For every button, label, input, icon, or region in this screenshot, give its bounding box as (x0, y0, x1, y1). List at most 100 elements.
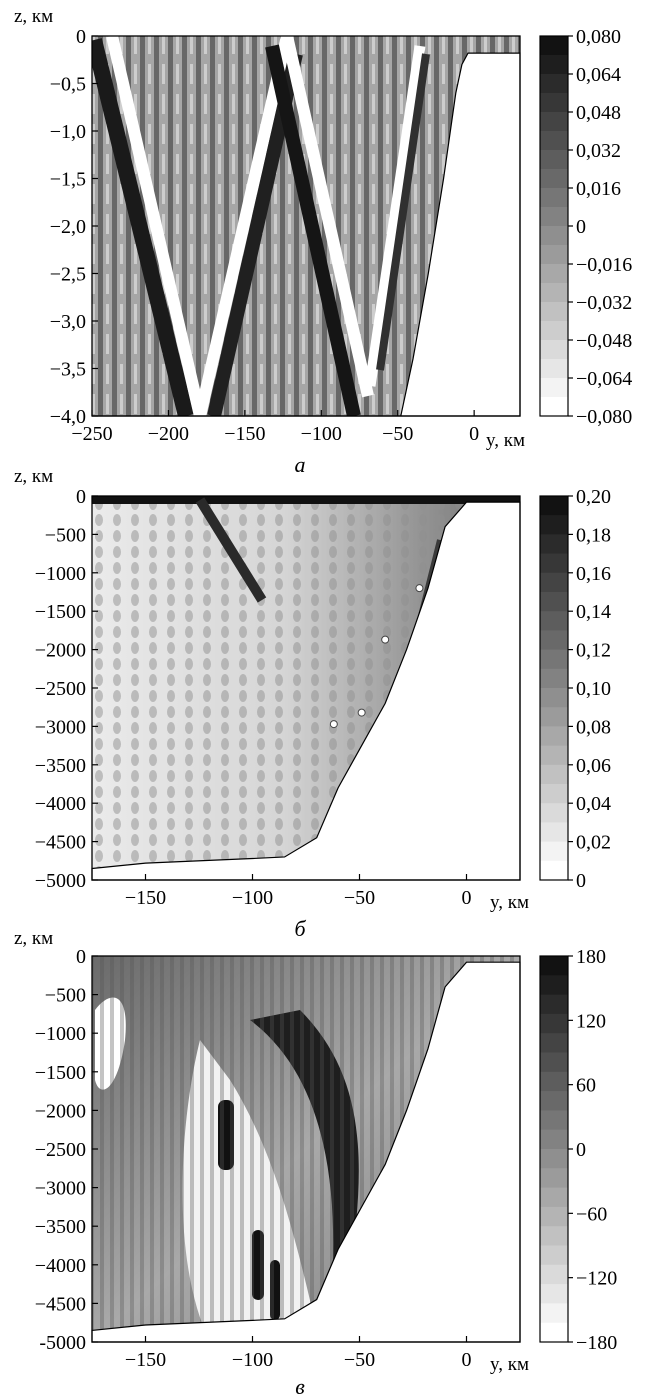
colorbar-segment (540, 822, 568, 843)
y-tick-label: −3,0 (50, 311, 86, 333)
colorbar-label: 0,048 (576, 102, 621, 124)
panel-a-ray-dark-1 (92, 38, 194, 416)
y-tick-label: -5000 (39, 1332, 86, 1354)
colorbar-segment (540, 1284, 568, 1304)
y-tick-label: −2,5 (50, 264, 86, 286)
panel-a-ray-white-3 (281, 36, 374, 398)
colorbar-segment (540, 1091, 568, 1111)
colorbar-segment (540, 630, 568, 651)
colorbar-label: 0 (576, 216, 586, 238)
y-tick-label: −4000 (35, 1255, 86, 1277)
colorbar-segment (540, 264, 568, 284)
panel-b-xlabel: y, км (490, 892, 529, 913)
panel-a-ticks: −250 −200 −150 −100 −50 0 0 −0,5 −1,0 −1,5 −2,0 −2,… (50, 26, 479, 445)
panel-c-ticks: −150 −100 −50 00−500−1000−1500−2000−2500−30… (35, 946, 472, 1371)
x-tick-label: −100 (301, 423, 342, 445)
colorbar-label: 0,08 (576, 716, 611, 738)
colorbar-segment (540, 1245, 568, 1266)
panel-c: z, км −150 −100 −50 00−500−1000−1500−2000−2… (14, 928, 617, 1399)
x-tick-label: −150 (125, 1349, 166, 1371)
colorbar-label: 0,12 (576, 640, 611, 662)
colorbar-label: 0 (576, 1139, 586, 1161)
x-tick-label: −50 (344, 1349, 375, 1371)
panel-a: z, км −250 −200 −150 −100 −50 00−0,5−1,0−1,5−… (14, 6, 632, 477)
colorbar-segment (540, 226, 568, 246)
panel-a-ray-white-2 (194, 36, 293, 416)
marked-point (415, 584, 424, 593)
colorbar-label: −0,080 (576, 406, 632, 428)
colorbar-segment (540, 515, 568, 535)
y-tick-label: −2500 (35, 1139, 86, 1161)
colorbar-segment (540, 1052, 568, 1073)
y-tick-label: −3500 (35, 755, 86, 777)
colorbar-segment (540, 207, 568, 227)
colorbar-label: 0,064 (576, 64, 621, 86)
y-tick-label: −3000 (35, 716, 86, 738)
y-tick-label: −2500 (35, 678, 86, 700)
colorbar-segment (540, 1013, 568, 1034)
colorbar-label: 0 (576, 870, 586, 892)
panel-a-ray-white-1 (106, 36, 206, 416)
x-tick-label: 0 (462, 887, 472, 909)
colorbar-segment (540, 726, 568, 747)
colorbar-segment (540, 1226, 568, 1246)
colorbar-label: 0,16 (576, 563, 611, 585)
colorbar-label: 0,06 (576, 755, 611, 777)
colorbar-segment (540, 93, 568, 113)
colorbar-label: 0,080 (576, 26, 621, 48)
panel-b-surface (92, 496, 520, 504)
colorbar-label: 120 (576, 1010, 606, 1032)
y-tick-label: −1000 (35, 563, 86, 585)
colorbar-segment (540, 611, 568, 631)
panel-c-xlabel: y, км (490, 1354, 529, 1375)
colorbar-label: −60 (576, 1203, 607, 1225)
marked-point (357, 708, 366, 717)
marked-point (329, 720, 338, 729)
panel-b-ticks: −150 −100 −50 00−500−1000−1500−2000−2500−30… (35, 486, 472, 909)
colorbar-segment (540, 112, 568, 132)
x-tick-label: −100 (232, 1349, 273, 1371)
y-tick-label: −1000 (35, 1023, 86, 1045)
colorbar-segment (540, 1168, 568, 1189)
panel-b-ylabel: z, км (14, 466, 53, 487)
panel-c-ylabel: z, км (14, 928, 53, 949)
panel-b: z, км −150 −100 −50 00−500−1000−1500−2000−2… (14, 466, 611, 941)
x-tick-label: 0 (469, 423, 479, 445)
y-tick-label: −4000 (35, 793, 86, 815)
panel-a-label: а (295, 452, 306, 477)
y-tick-label: −1,5 (50, 169, 86, 191)
colorbar-segment (540, 841, 568, 862)
colorbar-segment (540, 668, 568, 689)
panel-b-colorbar: 0,20 0,18 0,16 0,14 0,12 0,10 0,08 0,06 0,04 0,02… (539, 486, 611, 892)
colorbar-segment (540, 860, 568, 881)
colorbar-segment (540, 649, 568, 670)
colorbar-segment (540, 496, 568, 516)
colorbar-segment (540, 150, 568, 170)
panel-a-plot: −250 −200 −150 −100 −50 0 0 −0,5 −1,0 −1,5 −2,0 −2,… (50, 26, 521, 445)
colorbar-segment (540, 688, 568, 708)
panel-c-colorbar: 180 120 60 0 −60 −120 −180 (539, 946, 617, 1354)
colorbar-segment (540, 359, 568, 379)
panel-b-label: б (294, 916, 306, 941)
colorbar-segment (540, 36, 568, 56)
y-tick-label: −1500 (35, 601, 86, 623)
y-tick-label: −2000 (35, 1100, 86, 1122)
panel-b-plot: −150 −100 −50 00−500−1000−1500−2000−2500−30… (35, 486, 521, 909)
y-tick-label: −1500 (35, 1062, 86, 1084)
colorbar-segment (540, 592, 568, 612)
colorbar-label: −0,064 (576, 368, 632, 390)
colorbar-segment (540, 245, 568, 265)
colorbar-segment (540, 975, 568, 996)
colorbar-label: 0,04 (576, 793, 611, 815)
y-tick-label: −4500 (35, 832, 86, 854)
colorbar-segment (540, 169, 568, 189)
colorbar-label: 0,18 (576, 524, 611, 546)
colorbar-label: −0,016 (576, 254, 632, 276)
colorbar-label: 0,016 (576, 178, 621, 200)
y-tick-label: −3000 (35, 1178, 86, 1200)
y-tick-label: 0 (76, 26, 86, 48)
colorbar-segment (540, 1110, 568, 1131)
colorbar-segment (540, 340, 568, 360)
y-tick-label: −0,5 (50, 74, 86, 96)
panel-a-ray-dark-4 (376, 53, 430, 371)
